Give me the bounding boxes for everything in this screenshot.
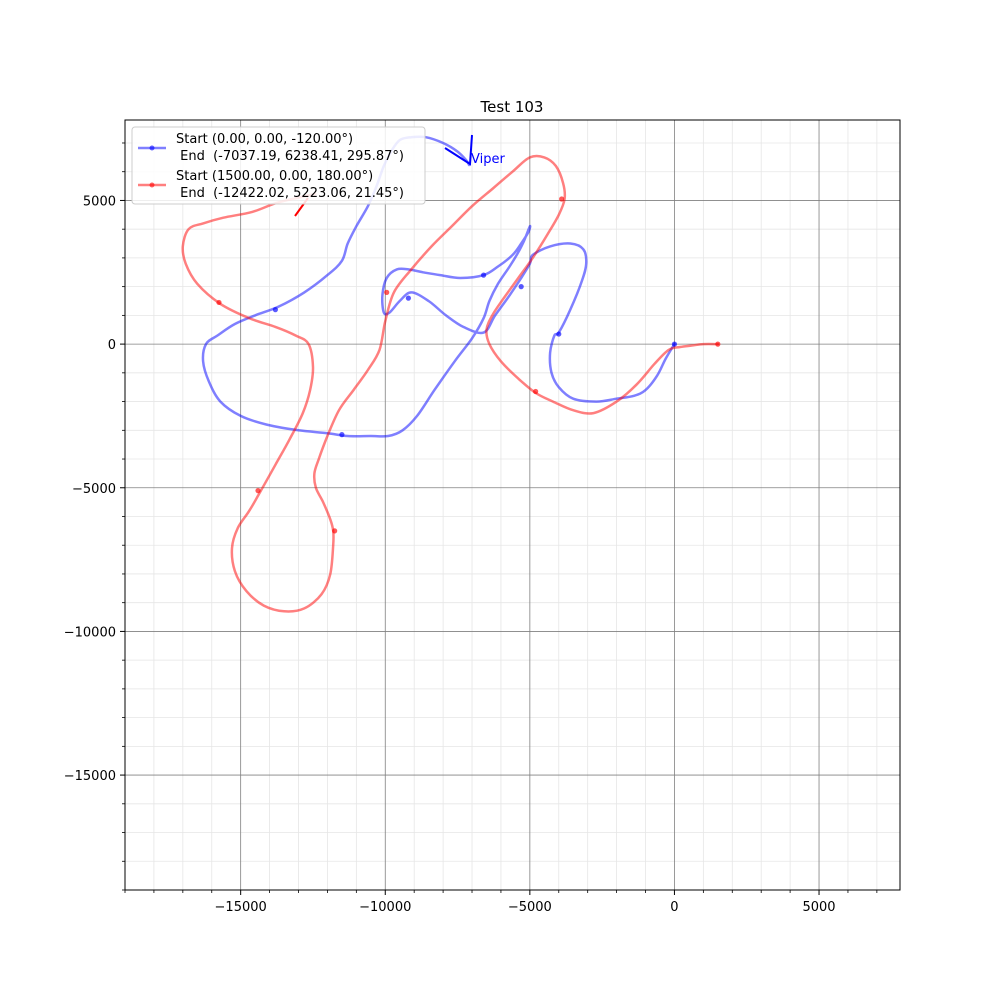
- y-tick-label: −15000: [64, 769, 116, 784]
- y-tick-label: 0: [108, 338, 116, 353]
- x-tick-label: −5000: [508, 900, 552, 915]
- series-layer: [181, 135, 721, 613]
- trajectory-marker: [556, 331, 562, 337]
- chart-title: Test 103: [480, 98, 544, 116]
- legend: Start (0.00, 0.00, -120.00°) End (-7037.…: [131, 126, 426, 205]
- axis-ticks: −15000 −10000 −5000 0 5000 −15000 −10000 −5000 0…: [64, 142, 878, 915]
- trajectory-marker: [384, 289, 390, 295]
- x-tick-label: 5000: [802, 900, 835, 915]
- y-tick-label: −5000: [72, 482, 116, 497]
- legend-marker-red: [149, 182, 155, 188]
- viper-label: Viper: [471, 152, 505, 167]
- trajectory-marker: [332, 528, 338, 534]
- trajectory-marker: [671, 341, 678, 347]
- legend-box: [131, 126, 426, 205]
- legend-red-start: Start (1500.00, 0.00, 180.00°): [176, 169, 373, 184]
- legend-blue-start: Start (0.00, 0.00, -120.00°): [176, 132, 353, 147]
- trajectory-marker: [405, 295, 411, 301]
- legend-blue-end: End (-7037.19, 6238.41, 295.87°): [176, 149, 404, 164]
- x-tick-label: 0: [670, 900, 678, 915]
- viper-heading-arrow: [444, 134, 473, 166]
- legend-red-end: End (-12422.02, 5223.06, 21.45°): [176, 186, 404, 201]
- y-tick-label: 5000: [83, 194, 116, 209]
- legend-marker-blue: [149, 145, 155, 151]
- trajectory-marker: [339, 432, 345, 438]
- x-tick-label: −15000: [215, 900, 267, 915]
- trajectory-line-1: [181, 154, 720, 613]
- y-tick-label: −10000: [64, 625, 116, 640]
- plot-frame: [124, 119, 901, 891]
- trajectory-marker: [272, 307, 278, 313]
- trajectory-marker: [715, 341, 721, 347]
- trajectory-marker: [559, 196, 565, 202]
- trajectory-marker: [216, 299, 222, 306]
- trajectory-line-0: [201, 135, 676, 438]
- trajectory-marker: [255, 488, 261, 494]
- trajectory-marker: [518, 284, 524, 290]
- trajectory-marker: [480, 272, 487, 278]
- trajectory-marker: [533, 388, 539, 395]
- x-tick-label: −10000: [359, 900, 411, 915]
